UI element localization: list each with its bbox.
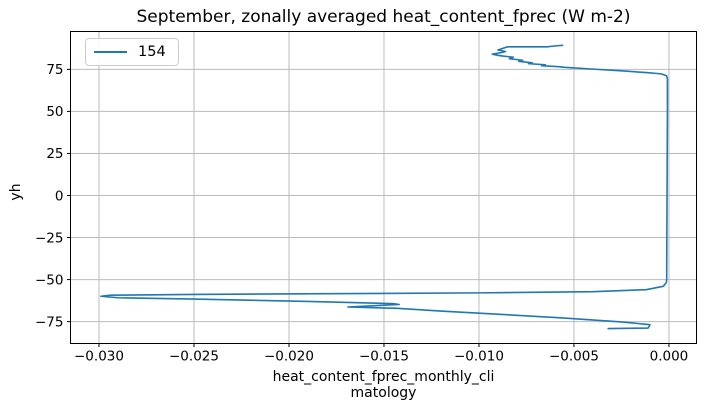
data-line-154 xyxy=(100,44,669,330)
x-tick-label: 0.000 xyxy=(650,349,689,365)
x-axis-label-line1: heat_content_fprec_monthly_cli xyxy=(272,369,495,385)
y-tick-label: 50 xyxy=(46,104,63,120)
y-tick-label: 0 xyxy=(55,188,64,204)
y-tick-label: −25 xyxy=(35,230,64,246)
chart-title: September, zonally averaged heat_content… xyxy=(136,7,631,27)
y-axis-label: yh xyxy=(8,183,24,201)
x-axis-label: heat_content_fprec_monthly_cli matology xyxy=(70,369,697,401)
x-tick-label: −0.025 xyxy=(169,349,219,365)
x-tick-label: −0.020 xyxy=(264,349,314,365)
x-axis-label-line2: matology xyxy=(350,385,417,401)
x-tick-label: −0.030 xyxy=(74,349,124,365)
legend-line-sample xyxy=(94,51,127,53)
legend: 154 xyxy=(85,38,179,66)
x-tick-label: −0.015 xyxy=(359,349,409,365)
y-tick-label: −75 xyxy=(35,314,64,330)
y-tick-label: −50 xyxy=(35,272,64,288)
x-tick-label: −0.010 xyxy=(454,349,504,365)
y-tick-label: 25 xyxy=(46,146,63,162)
legend-entry-label: 154 xyxy=(138,44,166,60)
y-tick-label: 75 xyxy=(46,62,63,78)
x-tick-label: −0.005 xyxy=(549,349,599,365)
